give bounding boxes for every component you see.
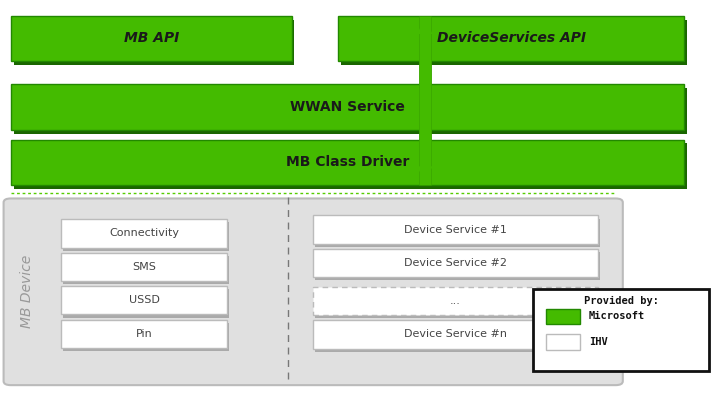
Bar [63,222,229,251]
Text: Provided by:: Provided by: [583,296,659,306]
Bar [61,219,227,248]
FancyBboxPatch shape [4,198,623,385]
Bar [14,88,687,134]
Bar [63,289,229,318]
Bar [313,287,598,315]
Bar [315,323,600,352]
Bar [341,20,687,65]
Bar [63,256,229,284]
Text: Device Service #2: Device Service #2 [404,258,507,268]
Text: MB API: MB API [124,31,179,45]
Text: Microsoft: Microsoft [589,311,645,321]
Text: IHV: IHV [589,337,608,347]
Bar [61,320,227,348]
Text: WWAN Service: WWAN Service [290,100,405,114]
Text: Connectivity: Connectivity [109,228,179,239]
Bar [14,143,687,189]
Text: DeviceServices API: DeviceServices API [437,31,585,45]
Bar [11,140,684,185]
Bar [338,16,684,61]
Text: ...: ... [450,296,461,306]
Bar [11,16,292,61]
Text: SMS: SMS [132,262,156,272]
Bar [61,286,227,314]
Bar [533,289,709,371]
Bar [11,84,684,130]
Bar [546,334,580,350]
Text: MB Class Driver: MB Class Driver [286,155,409,169]
Bar [14,20,294,65]
Bar [313,320,598,349]
Bar [63,323,229,351]
Bar [315,219,600,247]
Text: Device Service #1: Device Service #1 [404,224,507,235]
Text: Pin: Pin [135,329,153,339]
Bar [315,290,600,318]
Bar [313,215,598,244]
Bar [315,252,600,280]
Bar [546,309,580,324]
Text: Device Service #n: Device Service #n [404,329,507,340]
Text: USSD: USSD [129,295,159,305]
Bar [61,253,227,281]
Text: MB Device: MB Device [19,255,34,329]
Bar [313,249,598,277]
